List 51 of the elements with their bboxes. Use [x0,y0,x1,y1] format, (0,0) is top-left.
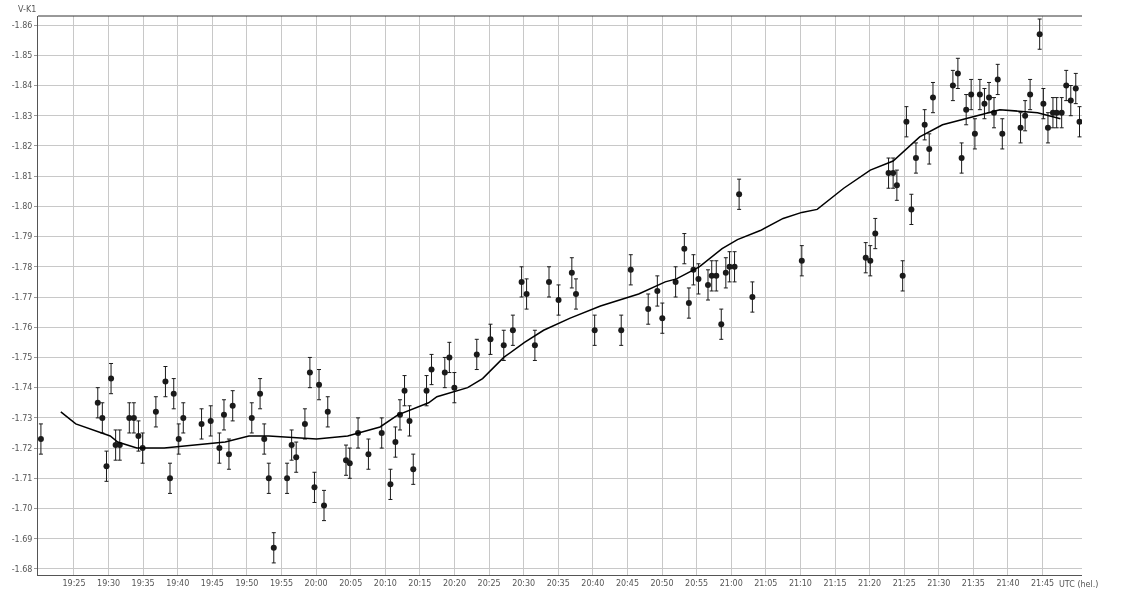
y-tick-label: -1.74 [11,383,33,393]
x-tick-label: 19:25 [62,578,86,588]
x-tick-label: 21:10 [788,578,812,588]
y-tick-label: -1.69 [11,534,33,544]
x-tick-label: 21:00 [719,578,743,588]
x-tick-label: 19:55 [270,578,294,588]
y-tick-label: -1.72 [11,443,33,453]
y-tick-label: -1.71 [11,474,33,484]
x-tick-label: 21:40 [996,578,1020,588]
y-tick-label: -1.75 [11,353,33,363]
y-tick-label: -1.85 [11,51,33,61]
y-tick-label: -1.84 [11,81,33,91]
x-tick-label: 19:50 [235,578,259,588]
x-tick-label: 20:40 [581,578,605,588]
y-tick-label: -1.86 [11,20,33,30]
x-tick-label: 21:45 [1031,578,1055,588]
x-axis-title: UTC (hel.) [1059,580,1099,589]
x-tick-label: 21:05 [754,578,778,588]
y-tick-label: -1.68 [11,564,33,574]
y-tick-label: -1.79 [11,232,33,242]
x-tick-label: 20:50 [650,578,674,588]
y-tick-label: -1.82 [11,141,33,151]
x-tick-label: 21:25 [892,578,916,588]
x-tick-label: 20:20 [442,578,467,588]
x-tick-label: 20:15 [408,578,432,588]
y-tick-label: -1.81 [11,171,33,181]
x-tick-label: 19:40 [166,578,190,588]
y-axis-title: V-K1 [18,5,37,14]
x-tick-label: 19:45 [200,578,224,588]
x-tick-label: 21:35 [961,578,985,588]
x-tick-label: 20:05 [339,578,363,588]
x-tick-label: 20:00 [304,578,328,588]
x-tick-label: 20:45 [615,578,639,588]
y-tick-label: -1.78 [11,262,33,272]
x-tick-label: 20:25 [477,578,501,588]
x-tick-label: 21:30 [927,578,951,588]
x-tick-label: 20:55 [685,578,709,588]
x-tick-label: 19:30 [97,578,121,588]
x-tick-label: 21:20 [858,578,882,588]
x-tick-label: 19:35 [131,578,155,588]
x-tick-label: 20:10 [373,578,397,588]
y-tick-label: -1.80 [11,202,33,212]
y-tick-label: -1.83 [11,111,33,121]
x-tick-label: 20:30 [512,578,536,588]
line-series [60,108,1062,449]
y-tick-label: -1.77 [11,292,33,302]
x-tick-label: 21:15 [823,578,847,588]
y-tick-label: -1.73 [11,413,33,423]
x-tick-label: 20:35 [546,578,570,588]
y-tick-label: -1.76 [11,323,33,333]
y-tick-label: -1.70 [11,504,33,514]
